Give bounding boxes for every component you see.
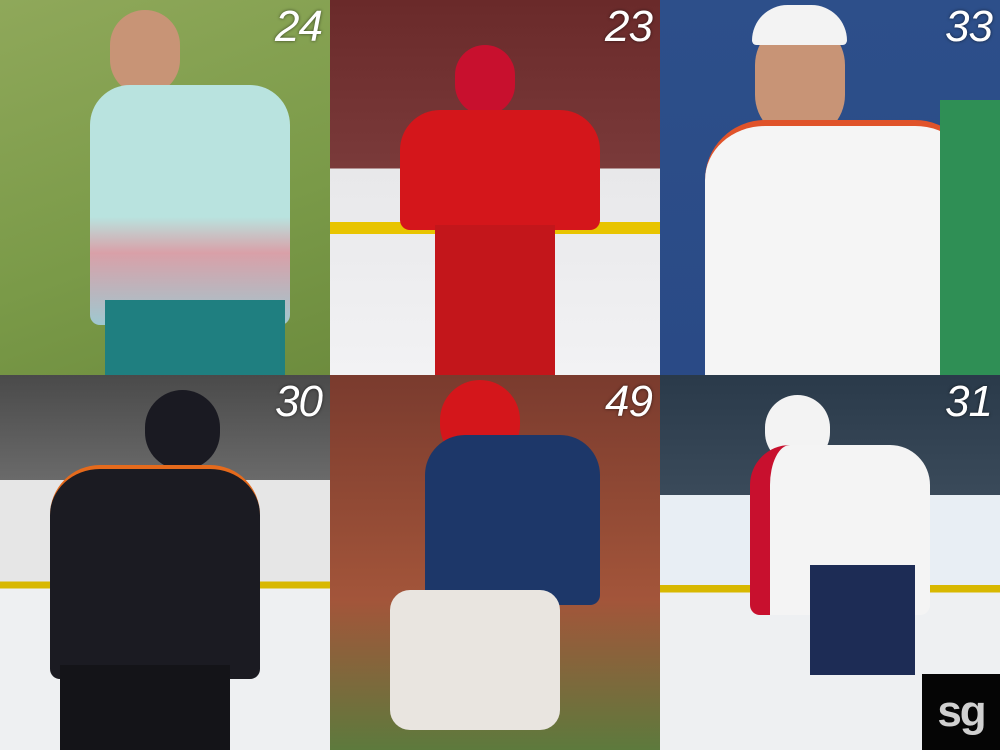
player-number: 24 <box>275 2 323 51</box>
panel-2: 23 <box>330 0 660 375</box>
logo-text: sg <box>937 687 986 736</box>
player-number: 30 <box>275 377 323 426</box>
player-pants <box>435 225 555 375</box>
player-pants <box>810 565 915 675</box>
panel-5: 49 <box>330 375 660 750</box>
sg-logo: sg <box>922 674 1000 750</box>
player-number: 49 <box>605 377 653 426</box>
player-jersey <box>400 110 600 230</box>
player-jersey <box>50 465 260 679</box>
player-helmet <box>145 390 220 470</box>
player-shirt <box>90 85 290 325</box>
player-cap <box>752 5 847 45</box>
player-figure <box>110 10 180 95</box>
player-shirt <box>705 120 975 375</box>
player-pants <box>390 590 560 730</box>
player-jersey <box>425 435 600 605</box>
panel-6: 31 sg <box>660 375 1000 750</box>
panel-1: 24 <box>0 0 330 375</box>
bystander <box>940 100 1000 375</box>
player-figure <box>455 45 515 115</box>
panel-3: 33 <box>660 0 1000 375</box>
player-shorts <box>105 300 285 375</box>
player-number: 31 <box>945 377 993 426</box>
player-number: 23 <box>605 2 653 51</box>
player-number: 33 <box>945 2 993 51</box>
player-pants <box>60 665 230 750</box>
panel-4: 30 <box>0 375 330 750</box>
